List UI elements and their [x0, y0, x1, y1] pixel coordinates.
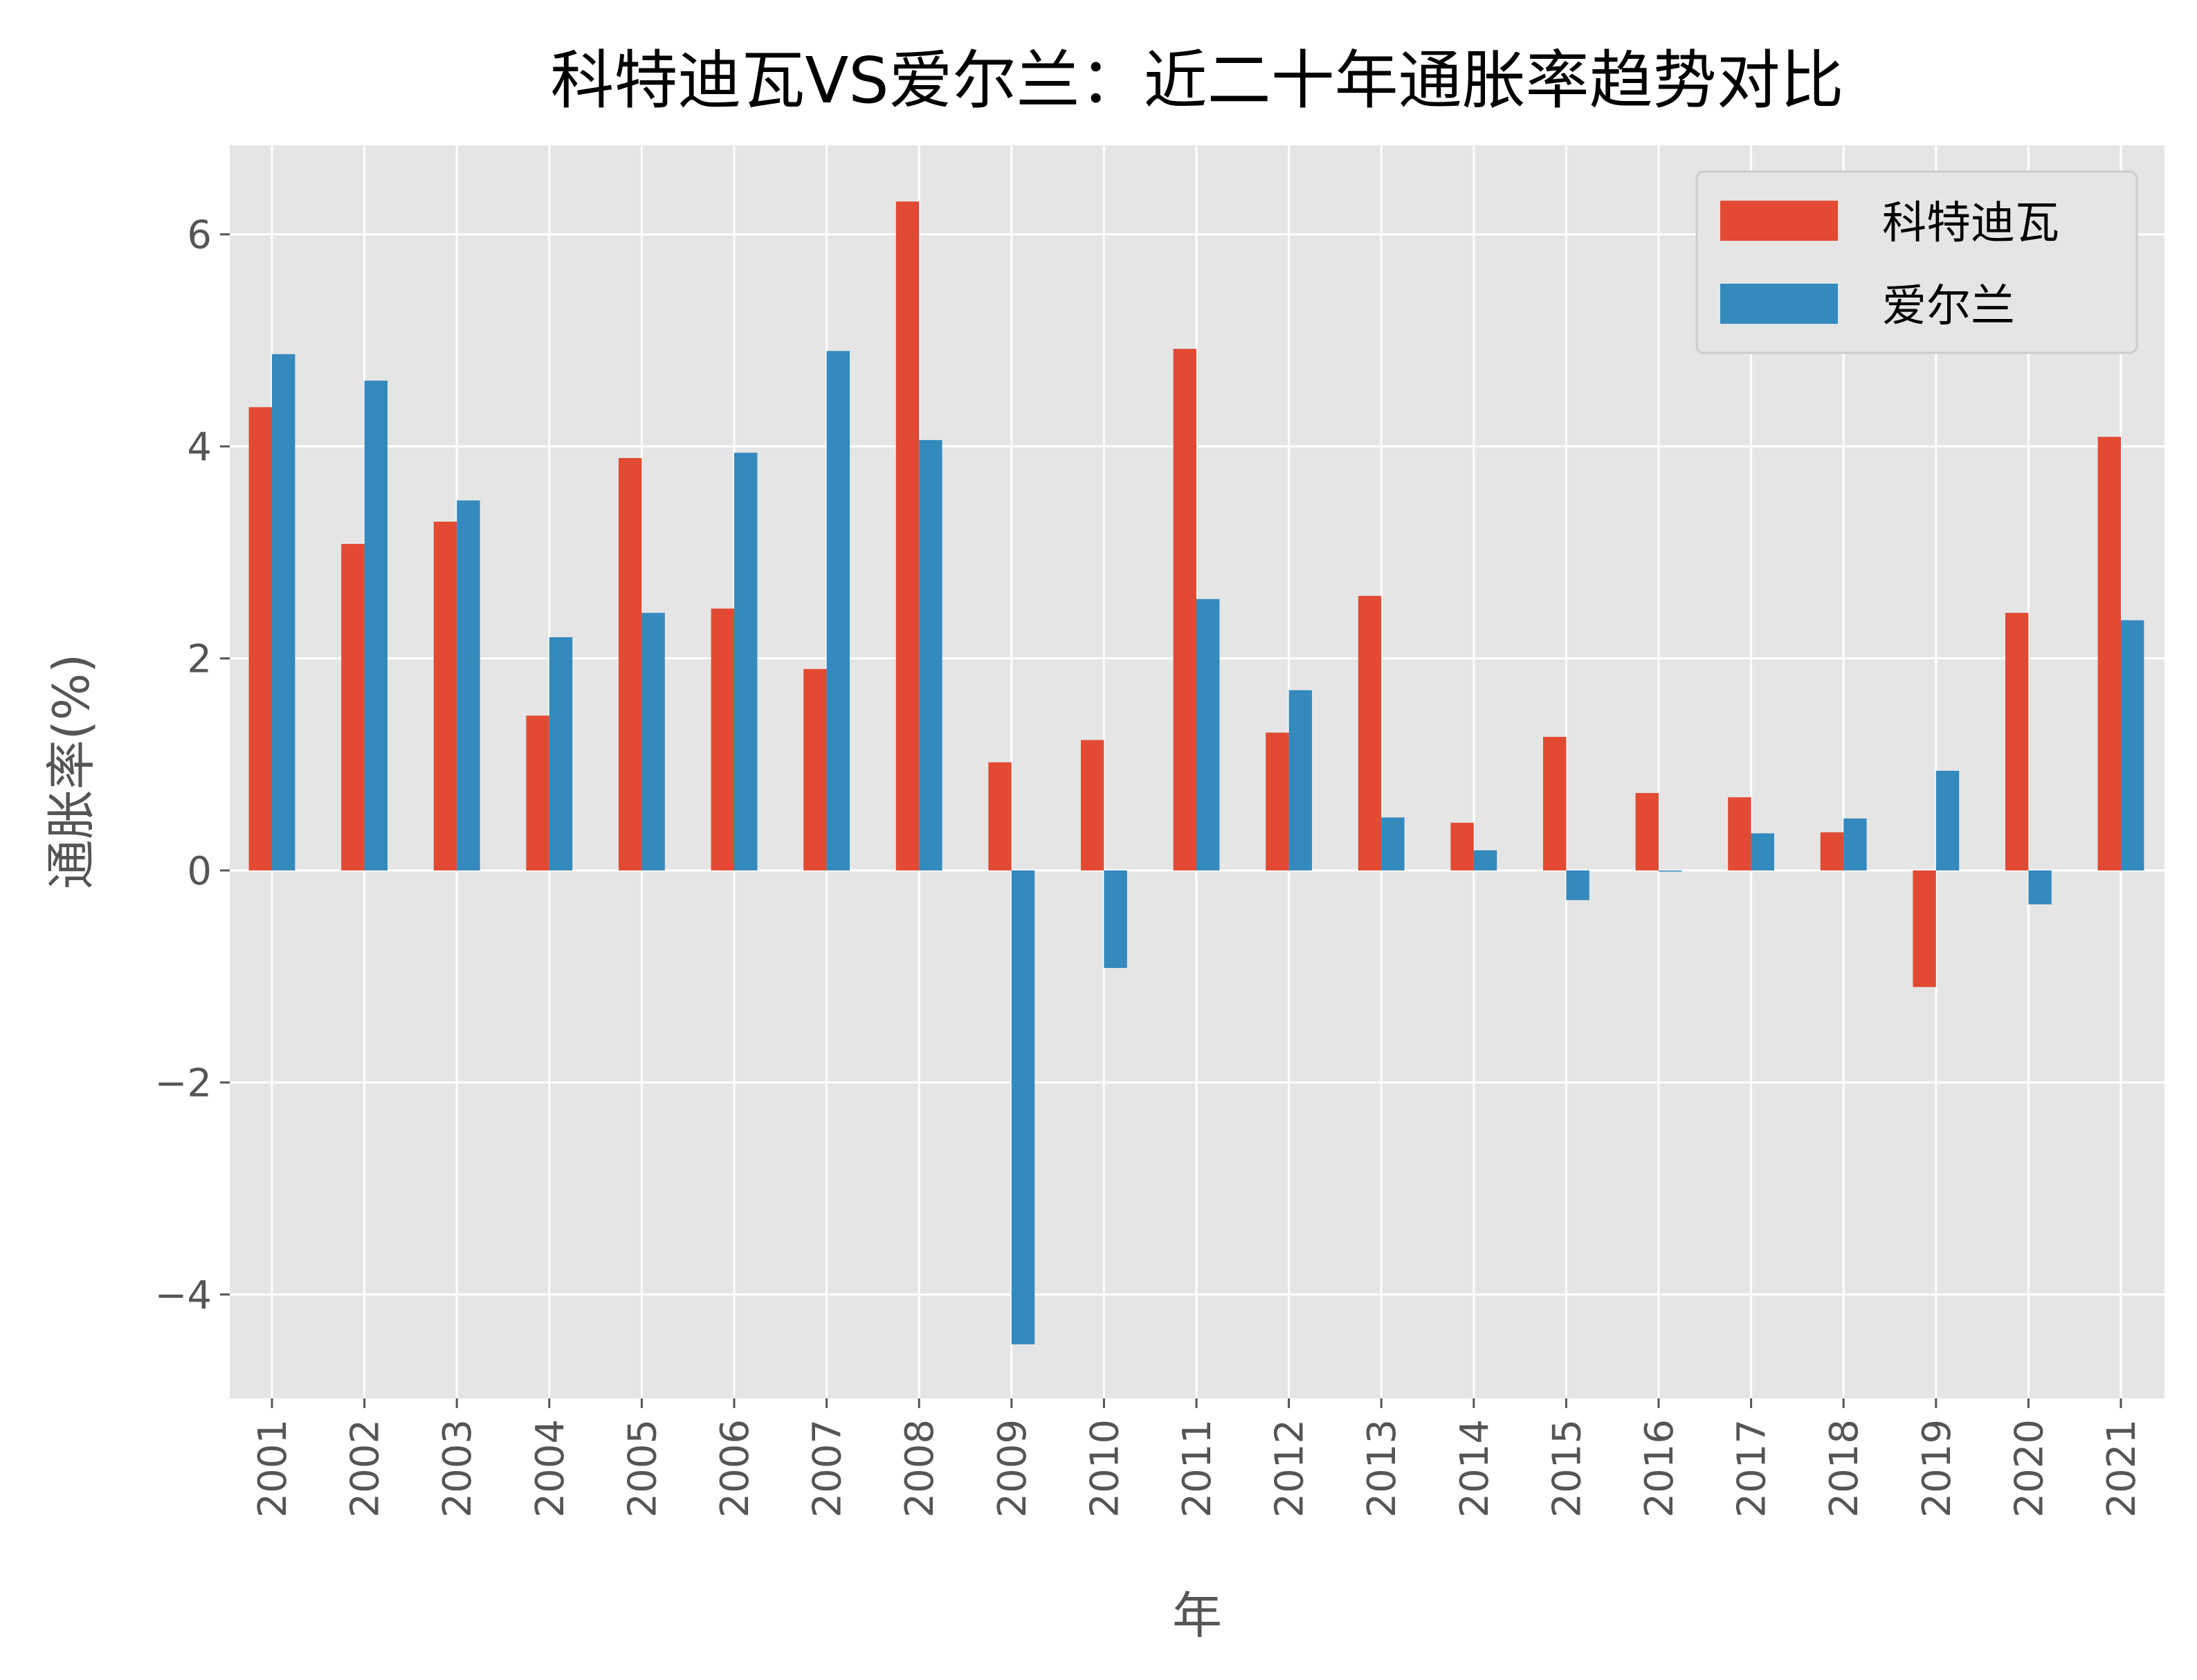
legend-swatch-kotdivoire	[1720, 201, 1838, 241]
x-tick-label: 2012	[1268, 1419, 1313, 1518]
x-tick-label: 2005	[620, 1419, 665, 1518]
y-axis-label: 通胀率(%)	[42, 654, 100, 890]
legend-swatch-ireland	[1720, 284, 1838, 324]
bar-kotdivoire-2005	[619, 457, 642, 870]
bar-kotdivoire-2001	[248, 407, 272, 870]
bar-ireland-2012	[1288, 690, 1312, 870]
bar-ireland-2016	[1659, 870, 1682, 872]
x-tick-label: 2016	[1637, 1419, 1682, 1518]
bar-kotdivoire-2004	[526, 715, 549, 870]
x-tick-label: 2006	[713, 1419, 758, 1518]
x-tick-label: 2018	[1822, 1419, 1867, 1518]
bar-kotdivoire-2011	[1173, 349, 1196, 870]
y-tick-label: 0	[187, 849, 212, 894]
x-tick-label: 2015	[1544, 1419, 1589, 1518]
bar-ireland-2017	[1751, 833, 1774, 870]
bar-ireland-2002	[364, 381, 388, 870]
legend: 科特迪瓦 爱尔兰	[1695, 170, 2138, 354]
x-tick-label: 2019	[1915, 1419, 1960, 1518]
bar-kotdivoire-2015	[1543, 736, 1567, 870]
bar-kotdivoire-2008	[895, 201, 920, 870]
bar-ireland-2011	[1196, 599, 1220, 870]
x-tick-label: 2020	[2007, 1419, 2052, 1518]
chart-title: 科特迪瓦VS爱尔兰：近二十年通胀率趋势对比	[550, 44, 1843, 118]
bar-kotdivoire-2018	[1820, 832, 1844, 870]
x-tick-label: 2014	[1452, 1419, 1497, 1518]
bar-kotdivoire-2007	[803, 668, 827, 870]
x-tick-label: 2011	[1175, 1419, 1220, 1518]
x-tick-label: 2001	[250, 1419, 295, 1518]
bar-ireland-2013	[1381, 817, 1405, 870]
bar-ireland-2008	[919, 439, 942, 870]
bar-kotdivoire-2009	[988, 762, 1012, 870]
bar-ireland-2006	[734, 453, 758, 870]
y-tick-label: −2	[154, 1061, 212, 1106]
bar-ireland-2007	[826, 351, 850, 870]
bar-kotdivoire-2013	[1358, 596, 1382, 870]
bar-kotdivoire-2003	[433, 521, 457, 870]
legend-label-kotdivoire: 科特迪瓦	[1882, 198, 2059, 249]
bar-ireland-2014	[1473, 850, 1497, 870]
x-tick-label: 2008	[897, 1419, 942, 1518]
bar-ireland-2009	[1011, 870, 1035, 1344]
bar-ireland-2001	[272, 354, 295, 870]
bar-ireland-2020	[2028, 870, 2052, 905]
x-tick-label: 2002	[343, 1419, 388, 1518]
y-tick-label: 4	[187, 425, 212, 470]
bars	[248, 201, 2144, 1344]
bar-kotdivoire-2002	[341, 544, 365, 870]
x-tick-label: 2021	[2099, 1419, 2144, 1518]
bar-kotdivoire-2019	[1913, 870, 1936, 987]
y-tick-label: 2	[187, 637, 212, 682]
bar-ireland-2021	[2121, 620, 2144, 870]
bar-kotdivoire-2014	[1450, 823, 1474, 870]
legend-label-ireland: 爱尔兰	[1882, 281, 2015, 332]
x-tick-label: 2013	[1360, 1419, 1405, 1518]
bar-ireland-2019	[1935, 770, 1960, 870]
bar-kotdivoire-2006	[711, 608, 734, 870]
bar-ireland-2004	[549, 637, 573, 870]
x-tick-label: 2010	[1082, 1419, 1127, 1518]
x-tick-label: 2017	[1730, 1419, 1775, 1518]
bar-ireland-2010	[1104, 870, 1127, 968]
bar-kotdivoire-2012	[1266, 732, 1289, 870]
ticks: −4 −2 0 2 4 6 2001 2002 2003 2004 2005 2006 2007 2008…	[154, 213, 2144, 1518]
x-tick-label: 2009	[990, 1419, 1035, 1518]
bar-ireland-2003	[457, 500, 480, 870]
y-tick-label: −4	[154, 1273, 212, 1318]
bar-kotdivoire-2016	[1635, 793, 1659, 870]
bar-ireland-2018	[1843, 818, 1867, 870]
x-axis-label: 年	[1172, 1587, 1222, 1645]
bar-ireland-2015	[1566, 870, 1589, 900]
x-tick-label: 2004	[528, 1419, 573, 1518]
bar-kotdivoire-2010	[1081, 740, 1104, 870]
y-tick-label: 6	[187, 213, 212, 258]
bar-kotdivoire-2017	[1728, 797, 1751, 870]
bar-kotdivoire-2020	[2005, 612, 2029, 870]
bar-ireland-2005	[641, 612, 665, 870]
bar-kotdivoire-2021	[2097, 437, 2121, 870]
x-tick-label: 2003	[435, 1419, 480, 1518]
x-tick-label: 2007	[805, 1419, 850, 1518]
